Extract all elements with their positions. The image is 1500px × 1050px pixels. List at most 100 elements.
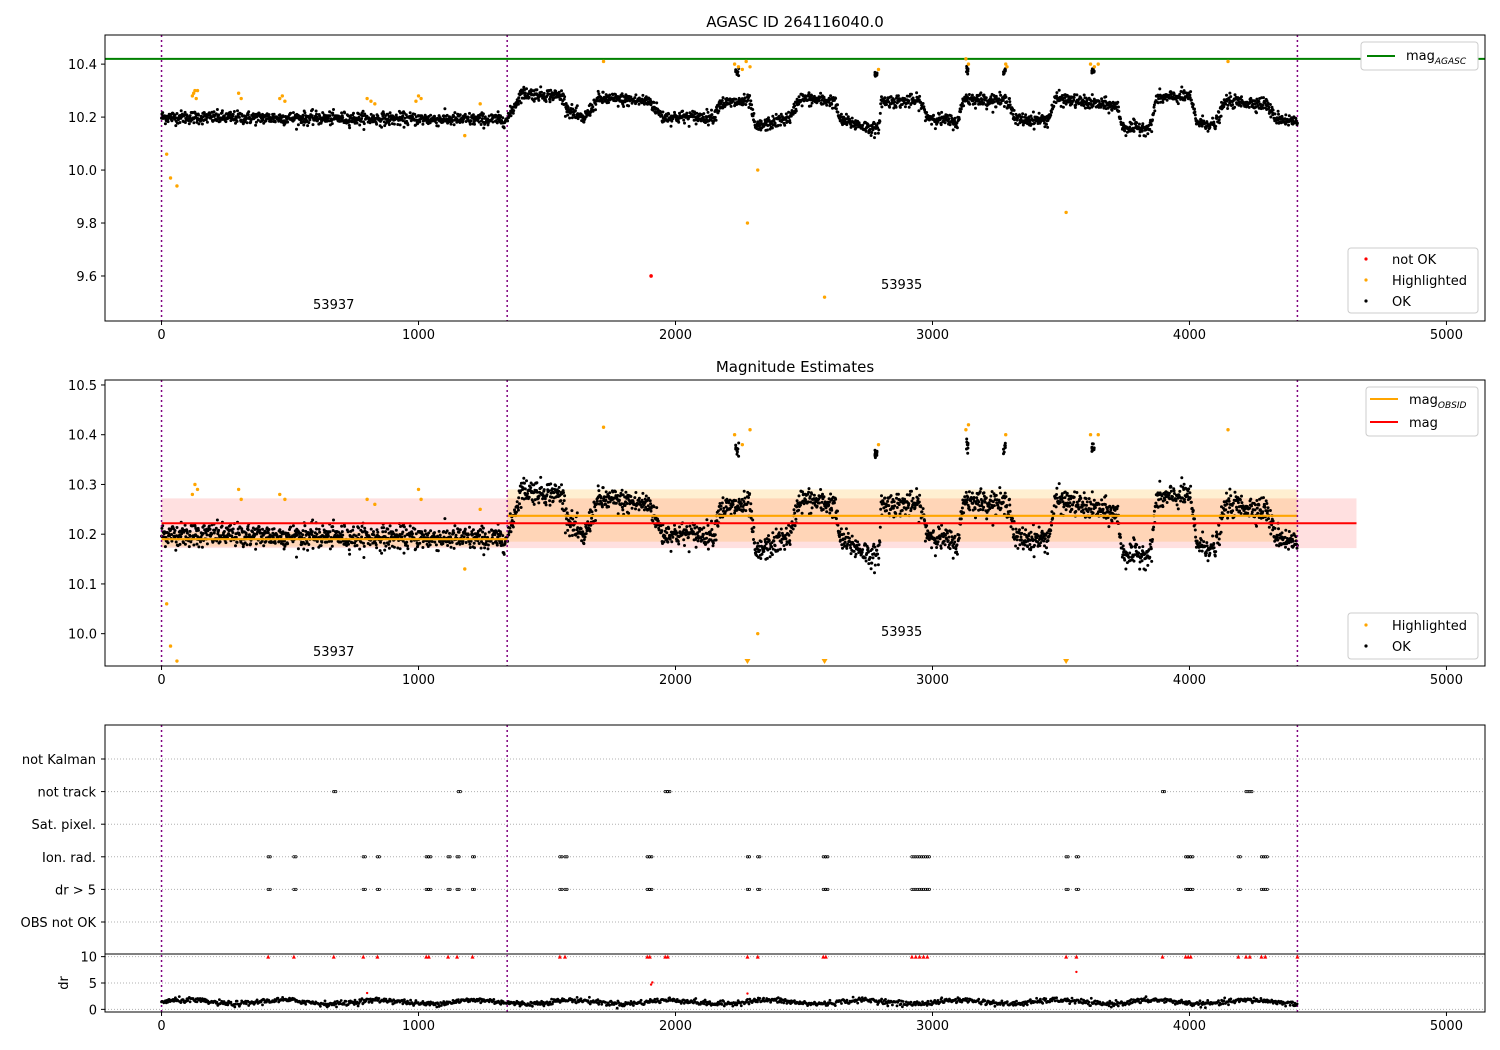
ok-point (784, 112, 788, 116)
ok-point (279, 535, 283, 539)
ok-point (648, 499, 652, 503)
ok-point (330, 544, 334, 548)
ok-point (783, 547, 787, 551)
ok-point (959, 107, 963, 111)
ok-point (637, 508, 641, 512)
legend-box (1360, 41, 1479, 71)
ok-point (533, 97, 537, 101)
ok-point (314, 535, 318, 539)
ok-point (655, 101, 659, 105)
ok-point (1217, 110, 1221, 114)
ok-point (433, 114, 436, 118)
ok-point (529, 486, 533, 490)
ok-point (757, 544, 761, 548)
ok-point (624, 490, 628, 494)
ok-point (328, 547, 332, 551)
ok-point (311, 123, 315, 127)
ok-point (487, 530, 491, 534)
ok-point (471, 115, 475, 119)
ok-point (468, 542, 472, 546)
ok-point (301, 529, 305, 533)
ok-point (550, 487, 554, 491)
ok-point (641, 93, 645, 97)
ok-point (421, 122, 425, 126)
ok-point (695, 525, 699, 529)
ok-point (1261, 106, 1265, 110)
ok-point (1295, 121, 1299, 125)
ok-point (319, 544, 323, 548)
ok-point (369, 527, 373, 531)
ok-point (713, 115, 717, 119)
ok-point (743, 496, 747, 500)
ok-point (925, 111, 929, 114)
highlighted-point (416, 94, 421, 98)
ok-point (612, 496, 616, 500)
ok-point (873, 74, 877, 78)
ok-point (955, 126, 959, 130)
ok-point (522, 85, 526, 89)
ok-point (571, 517, 575, 521)
ok-point (911, 96, 915, 100)
ok-point (1231, 103, 1235, 107)
ok-point (779, 547, 782, 551)
ok-point (563, 95, 567, 99)
ok-point (348, 552, 352, 556)
ok-point (640, 498, 644, 502)
ok-point (583, 535, 587, 539)
highlighted-point (822, 295, 827, 299)
ok-point (245, 543, 249, 547)
ok-point (331, 525, 335, 529)
ok-point (965, 70, 968, 74)
ok-point (394, 528, 398, 532)
ok-point (205, 116, 209, 119)
ok-point (445, 113, 449, 117)
ok-point (468, 122, 472, 126)
ok-point (354, 534, 358, 538)
ok-point (262, 544, 266, 548)
ok-point (184, 535, 188, 539)
ok-point (187, 545, 191, 549)
ok-point (1152, 105, 1156, 109)
ok-point (503, 539, 507, 543)
ok-point (839, 538, 843, 542)
ok-point (749, 99, 753, 103)
ok-point (1045, 122, 1048, 126)
ok-point (231, 112, 235, 116)
ok-point (1277, 112, 1280, 116)
ok-point (1008, 97, 1011, 100)
ok-point (722, 506, 726, 510)
ok-point (331, 529, 335, 532)
ok-point (608, 491, 612, 495)
ok-point (979, 91, 983, 95)
ok-point (1268, 103, 1272, 106)
ok-point (454, 533, 458, 537)
ok-point (317, 527, 321, 531)
ok-point (386, 527, 390, 531)
ok-point (604, 498, 608, 502)
ok-point (1002, 105, 1006, 108)
ok-point (346, 530, 350, 534)
ok-point (548, 503, 552, 507)
y-tick-label: 10.0 (68, 164, 97, 179)
ok-point (607, 505, 611, 509)
ok-point (1153, 109, 1157, 113)
ok-point (570, 534, 574, 537)
ok-point (590, 516, 594, 520)
ok-point (587, 511, 591, 514)
ok-point (347, 123, 351, 127)
ok-point (797, 508, 801, 512)
x-tick-label: 0 (157, 328, 165, 343)
ok-point (895, 496, 898, 500)
ok-point (557, 485, 561, 489)
ok-point (1191, 103, 1195, 106)
ok-point (656, 519, 660, 523)
ok-point (405, 540, 409, 544)
ok-point (1117, 105, 1120, 109)
ok-point (192, 543, 196, 547)
ok-point (1212, 120, 1216, 124)
ok-point (266, 531, 270, 535)
ok-point (999, 93, 1003, 97)
ok-point (434, 121, 438, 125)
ok-point (481, 530, 485, 534)
